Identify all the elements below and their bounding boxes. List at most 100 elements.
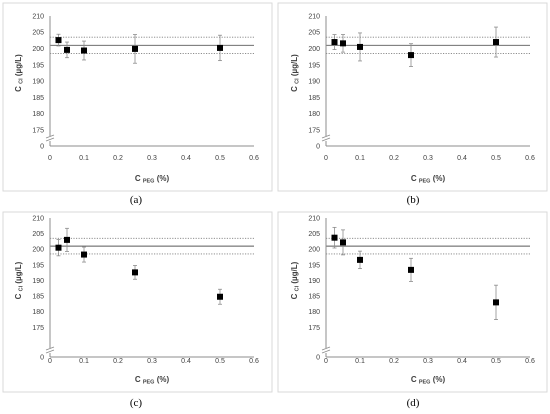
- y-tick-label: 175: [32, 325, 44, 332]
- y-tick-label: 195: [32, 62, 44, 69]
- y-tick-label: 205: [32, 30, 44, 37]
- y-tick-label: 0: [40, 354, 44, 361]
- y-tick-label: 175: [308, 127, 320, 134]
- y-tick-label: 210: [32, 215, 44, 222]
- x-tick-label: 0.1: [355, 358, 365, 365]
- y-tick-label: 185: [32, 294, 44, 301]
- x-tick-label: 0.3: [147, 155, 157, 162]
- y-tick-label: 190: [32, 79, 44, 86]
- panel-frame: [277, 2, 548, 192]
- y-tick-label: 210: [308, 13, 320, 20]
- x-tick-label: 0.3: [147, 358, 157, 365]
- data-point: [217, 293, 223, 300]
- y-tick-label: 0: [316, 354, 320, 361]
- panel-caption: (c): [130, 397, 143, 409]
- x-tick-label: 0.3: [423, 155, 433, 162]
- x-tick-label: 0.2: [389, 155, 399, 162]
- y-tick-label: 210: [308, 215, 320, 222]
- axis-break-mark: [45, 349, 55, 354]
- y-axis-title: C Cl (µg/L): [290, 261, 301, 299]
- x-tick-label: 0.5: [491, 358, 501, 365]
- y-tick-label: 190: [308, 79, 320, 86]
- panel-caption: (a): [130, 194, 143, 206]
- data-point: [64, 46, 70, 53]
- axis-break-mark: [45, 137, 55, 142]
- data-point: [55, 37, 62, 44]
- data-point: [408, 266, 414, 273]
- y-tick-label: 195: [308, 262, 320, 269]
- x-tick-label: 0.5: [491, 155, 501, 162]
- y-tick-label: 190: [308, 278, 320, 285]
- axis-break-gap: [46, 136, 54, 141]
- y-tick-label: 175: [32, 127, 44, 134]
- x-tick-label: 0.1: [355, 155, 365, 162]
- x-tick-label: 0.6: [249, 155, 259, 162]
- axis-break-mark: [45, 134, 55, 139]
- x-tick-label: 0.4: [181, 155, 191, 162]
- data-point: [81, 251, 87, 258]
- chart-panel-b: 0 175 180 185 190 195 200 205 210 0 0.1 0.2 0.3 0.4 0.…: [277, 2, 548, 192]
- panel-caption: (d): [407, 397, 420, 409]
- x-tick-label: 0.5: [215, 155, 225, 162]
- axis-break-mark: [321, 346, 331, 351]
- y-tick-label: 185: [308, 95, 320, 102]
- x-tick-label: 0: [324, 358, 328, 365]
- axis-break-gap: [322, 348, 330, 353]
- x-tick-label: 0.6: [249, 358, 259, 365]
- data-point: [64, 236, 70, 243]
- x-tick-label: 0: [48, 358, 52, 365]
- data-point: [408, 52, 414, 59]
- data-point: [340, 239, 346, 246]
- x-axis-title: C PEG (%): [135, 174, 170, 185]
- axis-break-gap: [46, 348, 54, 353]
- x-axis-title: C PEG (%): [411, 174, 446, 185]
- x-tick-label: 0.4: [457, 155, 467, 162]
- y-tick-label: 200: [308, 247, 320, 254]
- x-axis-title: C PEG (%): [135, 375, 170, 386]
- x-tick-label: 0.3: [423, 358, 433, 365]
- data-point: [357, 256, 363, 263]
- x-tick-label: 0.1: [79, 358, 89, 365]
- data-point: [340, 40, 346, 47]
- data-point: [493, 39, 499, 46]
- data-point: [493, 299, 499, 306]
- x-tick-label: 0.5: [215, 358, 225, 365]
- x-tick-label: 0.4: [457, 358, 467, 365]
- x-tick-label: 0.4: [181, 358, 191, 365]
- y-tick-label: 210: [32, 13, 44, 20]
- data-point: [217, 44, 223, 51]
- y-tick-label: 180: [308, 111, 320, 118]
- x-tick-label: 0.2: [389, 358, 399, 365]
- chart-panel-d: 0 175 180 185 190 195 200 205 210 0 0.1 0.2 0.3 0.4 0.…: [277, 211, 548, 393]
- y-tick-label: 180: [32, 111, 44, 118]
- x-tick-label: 0: [48, 155, 52, 162]
- panel-caption: (b): [407, 194, 420, 206]
- y-tick-label: 190: [32, 278, 44, 285]
- x-tick-label: 0.2: [113, 155, 123, 162]
- axis-break-mark: [321, 137, 331, 142]
- y-tick-label: 195: [308, 62, 320, 69]
- y-tick-label: 205: [308, 231, 320, 238]
- y-axis-title: C Cl (µg/L): [14, 261, 25, 299]
- y-tick-label: 185: [308, 294, 320, 301]
- x-tick-label: 0.6: [525, 155, 535, 162]
- y-tick-label: 195: [32, 262, 44, 269]
- y-tick-label: 180: [308, 309, 320, 316]
- x-tick-label: 0.6: [525, 358, 535, 365]
- panel-frame: [2, 2, 273, 192]
- axis-break-mark: [45, 346, 55, 351]
- axis-break-gap: [322, 136, 330, 141]
- data-point: [55, 244, 62, 251]
- y-tick-label: 0: [40, 143, 44, 150]
- panel-frame: [2, 211, 273, 393]
- data-point: [331, 234, 338, 241]
- axis-break-mark: [321, 134, 331, 139]
- data-point: [357, 43, 363, 50]
- y-tick-label: 200: [32, 247, 44, 254]
- y-tick-label: 205: [32, 231, 44, 238]
- data-point: [132, 45, 138, 52]
- y-tick-label: 180: [32, 309, 44, 316]
- x-tick-label: 0.2: [113, 358, 123, 365]
- panel-frame: [277, 211, 548, 393]
